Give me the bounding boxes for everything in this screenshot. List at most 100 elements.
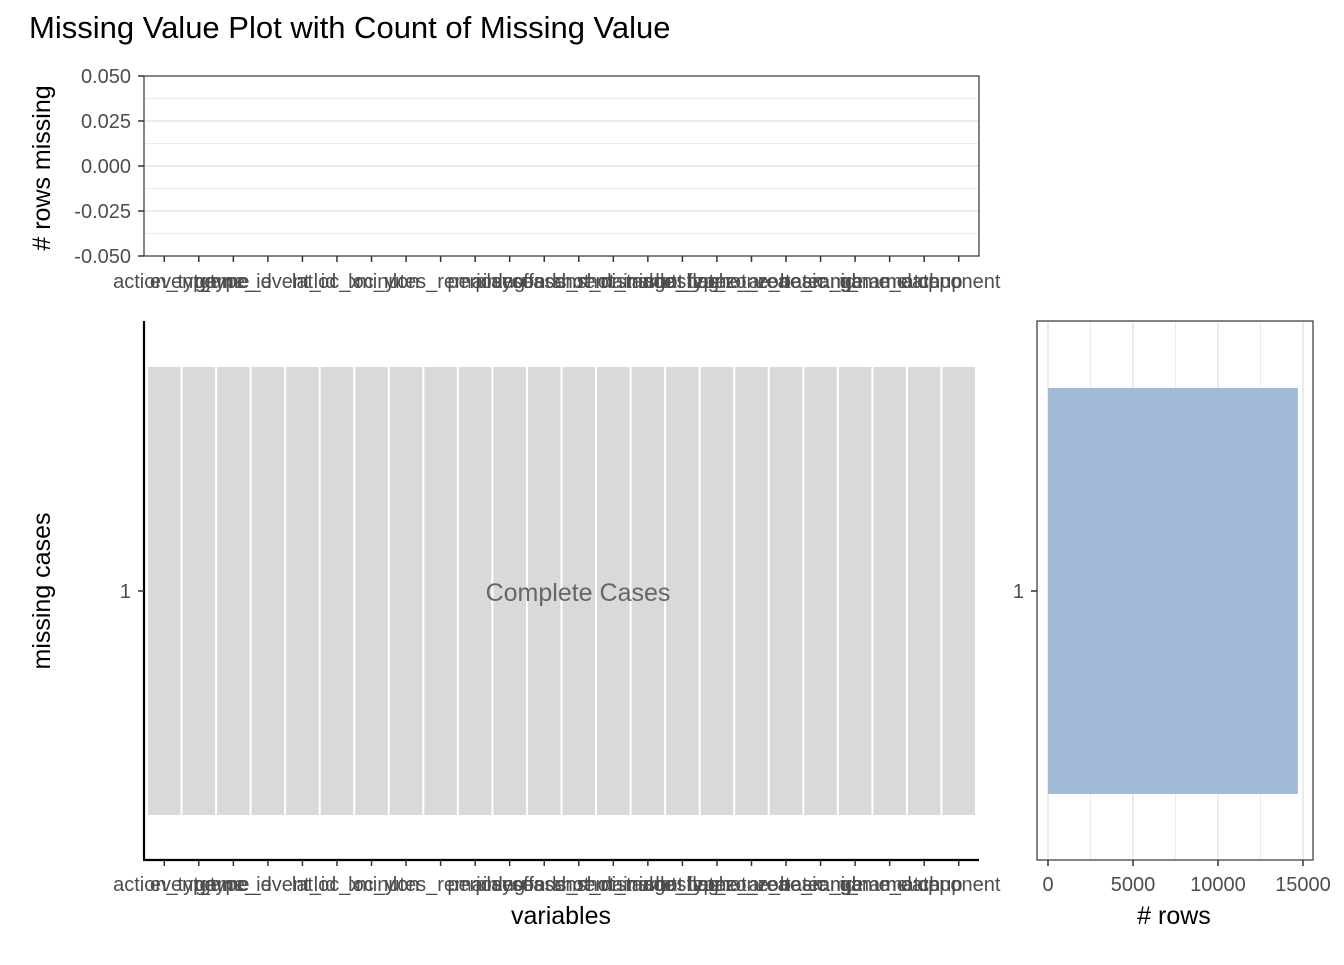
top-x-tick-label: shot_type	[639, 271, 726, 293]
main-x-tick-label: game_event_id	[200, 874, 337, 896]
missingness-tile	[907, 367, 941, 815]
main-x-tick-label: loc_x	[314, 874, 361, 896]
missingness-tile	[389, 367, 423, 815]
missingness-tile	[527, 367, 561, 815]
right-x-tick-label: 0	[1042, 874, 1053, 896]
top-panel: 0.050 0.025 0.000 -0.025 -0.050 action_typee…	[28, 66, 1001, 293]
main-x-tick-label: period	[447, 874, 503, 896]
missingness-tile	[424, 367, 457, 815]
main-x-tick-label: opponent	[917, 874, 1001, 896]
missingness-tile	[182, 367, 216, 815]
top-x-tick-label: shot_zone_area	[645, 271, 789, 293]
missingness-tile	[251, 367, 285, 815]
main-x-tick-label: event_type	[150, 874, 248, 896]
right-x-tick-label: 10000	[1190, 874, 1246, 896]
missingness-tile	[666, 367, 699, 815]
missingness-tile	[942, 367, 975, 815]
right-y-tick-label: 1	[1013, 581, 1024, 603]
main-x-tick-label: shot_zone_area	[645, 874, 789, 896]
top-x-tick-label: seconds_remaining	[492, 271, 665, 293]
top-x-tick-label: shot_zone_basic	[676, 271, 826, 293]
right-y-axis: 1	[1013, 581, 1037, 603]
top-x-tick-label: playoffs	[475, 271, 544, 293]
main-x-tick-label: lat	[292, 874, 314, 896]
missingness-tile	[286, 367, 319, 815]
top-x-tick-label: period	[447, 271, 503, 293]
top-x-tick-label: game_event_id	[200, 271, 337, 293]
main-x-tick-label: game_id	[195, 874, 272, 896]
main-x-axis-label: variables	[511, 902, 611, 930]
main-y-tick-label: 1	[120, 581, 131, 603]
missingness-tile	[148, 367, 181, 815]
main-x-tick-label: matchup	[886, 874, 963, 896]
missingness-tile	[320, 367, 354, 815]
top-y-tick-label: -0.050	[74, 246, 131, 268]
top-gridlines	[145, 98, 978, 234]
top-x-tick-label: event_type	[150, 271, 248, 293]
main-x-tick-label: shot_zone_range	[709, 874, 864, 896]
right-x-axis: 0 5000 10000 15000	[1042, 860, 1331, 896]
missingness-tile	[804, 367, 837, 815]
missingness-tile	[769, 367, 803, 815]
main-x-tick-label: shot_distance	[552, 874, 675, 896]
top-y-axis-label: # rows missing	[28, 85, 56, 250]
right-bars	[1048, 388, 1298, 794]
top-x-tick-label: shot_distance	[552, 271, 675, 293]
top-y-axis: 0.050 0.025 0.000 -0.025 -0.050	[74, 66, 144, 268]
top-y-tick-label: 0.000	[81, 156, 131, 178]
missingness-tile	[562, 367, 596, 815]
top-x-tick-label: loc_x	[314, 271, 361, 293]
main-y-axis: 1	[120, 581, 144, 603]
top-x-axis: action_typeevent_typegame_idgame_event_i…	[113, 256, 1001, 293]
chart-title: Missing Value Plot with Count of Missing…	[29, 10, 671, 45]
main-x-tick-label: shot_zone_basic	[676, 874, 826, 896]
top-x-tick-label: matchup	[886, 271, 963, 293]
main-x-tick-label: minutes_remaining	[356, 874, 525, 896]
missingness-tile	[493, 367, 526, 815]
top-x-tick-label: team_id	[785, 271, 856, 293]
missingness-tiles	[148, 367, 975, 815]
top-x-tick-label: action_type	[113, 271, 215, 293]
main-x-tick-label: season	[512, 874, 577, 896]
main-x-tick-label: seconds_remaining	[492, 874, 665, 896]
top-x-tick-label: opponent	[917, 271, 1001, 293]
right-x-tick-label: 5000	[1111, 874, 1156, 896]
top-y-tick-label: -0.025	[74, 201, 131, 223]
main-x-tick-label: action_type	[113, 874, 215, 896]
main-x-tick-label: team_name	[802, 874, 908, 896]
missingness-tile	[700, 367, 734, 815]
main-y-axis-label: missing cases	[28, 513, 56, 670]
missingness-tile	[873, 367, 906, 815]
right-x-tick-label: 15000	[1275, 874, 1331, 896]
missingness-tile	[631, 367, 665, 815]
main-x-tick-label: playoffs	[475, 874, 544, 896]
top-x-tick-label: minutes_remaining	[356, 271, 525, 293]
main-x-tick-label: shot_made_flag	[577, 874, 719, 896]
right-panel: 1 0 5000 10000 15000 # rows	[1013, 320, 1331, 930]
top-x-tick-label: game_date	[840, 271, 940, 293]
main-x-tick-label: loc_y	[348, 874, 395, 896]
main-panel: 1 action_typeevent_typegame_idgame_event…	[28, 321, 1001, 930]
top-x-tick-label: shot_zone_range	[709, 271, 864, 293]
top-x-tick-label: loc_y	[348, 271, 395, 293]
missingness-tile	[217, 367, 250, 815]
missingness-tile	[735, 367, 768, 815]
missingness-tile	[355, 367, 388, 815]
top-x-tick-label: game_id	[195, 271, 272, 293]
main-x-tick-label: lon	[393, 874, 420, 896]
main-x-tick-label: team_id	[785, 874, 856, 896]
top-x-tick-label: lon	[393, 271, 420, 293]
rows-count-bar	[1048, 388, 1298, 794]
top-y-tick-label: 0.025	[81, 111, 131, 133]
main-x-axis: action_typeevent_typegame_idgame_event_i…	[113, 860, 1001, 896]
main-x-tick-label: shot_type	[639, 874, 726, 896]
right-x-axis-label: # rows	[1137, 902, 1211, 930]
top-x-tick-label: season	[512, 271, 577, 293]
top-y-tick-label: 0.050	[81, 66, 131, 88]
top-x-tick-label: lat	[292, 271, 314, 293]
tile-annotation: Complete Cases	[486, 579, 671, 607]
top-x-tick-label: shot_made_flag	[577, 271, 719, 293]
main-x-tick-label: game_date	[840, 874, 940, 896]
